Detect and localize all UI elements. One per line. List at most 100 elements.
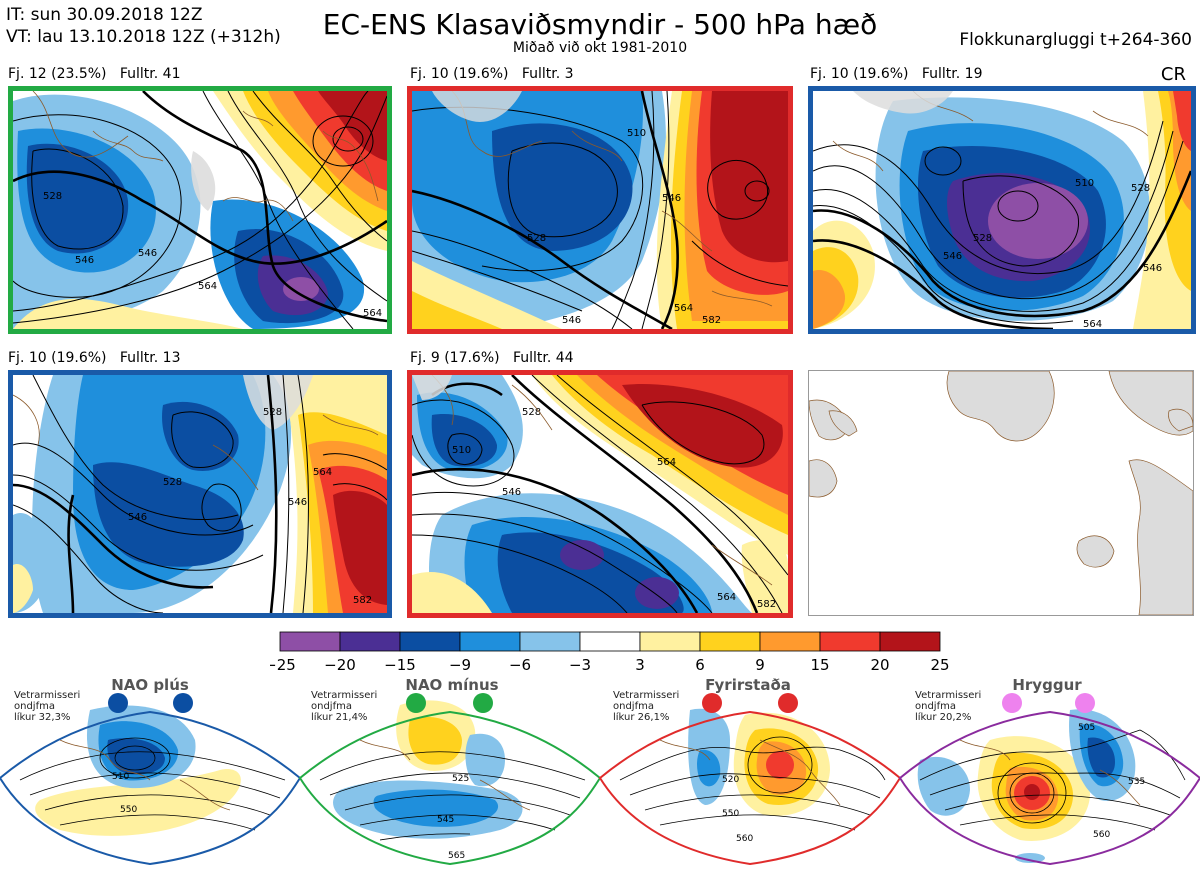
colorbar-tick-label: −15 <box>384 656 416 674</box>
window-label: Flokkunargluggi t+264-360 <box>959 30 1192 50</box>
clim-contour-label: 550 <box>722 809 739 819</box>
contour-label: 564 <box>363 308 382 319</box>
cluster-map-1: 528 546 546 564 564 <box>13 91 387 329</box>
cluster-panel-3: 510 528 546 546 564 528 <box>808 86 1196 334</box>
colorbar-tick-label: 3 <box>635 656 645 674</box>
page-title: EC-ENS Klasaviðsmyndir - 500 hPa hæð <box>322 8 878 41</box>
contour-label: 510 <box>452 445 471 456</box>
clim-title-ridge: Hryggur <box>1012 676 1082 694</box>
colorbar-cell <box>459 631 521 652</box>
clim-title-blocking: Fyrirstaða <box>705 676 791 694</box>
clim-contour-label: 545 <box>437 815 454 825</box>
panel-5-label: Fj. 9 (17.6%) Fulltr. 44 <box>410 350 574 366</box>
colorbar-cell <box>399 631 461 652</box>
colorbar-tick-label: −25 <box>270 656 296 674</box>
regime-dot-icon <box>108 693 128 713</box>
colorbar-cell <box>339 631 401 652</box>
panel-2-label: Fj. 10 (19.6%) Fulltr. 3 <box>410 66 574 82</box>
contour-label: 564 <box>313 467 332 478</box>
issue-time: IT: sun 30.09.2018 12Z <box>6 5 203 25</box>
page-subtitle: Miðað við okt 1981-2010 <box>512 40 688 56</box>
contour-label: 546 <box>128 512 147 523</box>
cluster-map-3: 510 528 546 546 564 528 <box>813 91 1191 329</box>
climatology-row: 510 550 525 545 565 520 550 560 505 535 … <box>0 693 1200 866</box>
contour-label: 528 <box>522 407 541 418</box>
colorbar-tick-label: 20 <box>870 656 889 674</box>
colorbar-cell <box>819 631 881 652</box>
colorbar-tick-label: −9 <box>449 656 471 674</box>
colorbar: −25 −20 −15 −9 −6 −3 3 6 9 15 20 25 <box>270 631 950 674</box>
colorbar-tick-label: 15 <box>810 656 829 674</box>
clim-contour-label: 550 <box>120 805 137 815</box>
colorbar-tick-label: −20 <box>324 656 356 674</box>
cluster-panel-2: 510 528 546 564 582 546 <box>407 86 793 334</box>
contour-label: 528 <box>43 191 62 202</box>
contour-label: 510 <box>1075 178 1094 189</box>
colorbar-cells <box>279 631 941 652</box>
contour-label: 564 <box>1083 319 1102 329</box>
clim-contour-label: 525 <box>452 774 469 784</box>
clim-note-nao-minus: Vetrarmisseri ondjfma líkur 21,4% <box>311 690 378 723</box>
panel-3-label: Fj. 10 (19.6%) Fulltr. 19 <box>810 66 983 82</box>
colorbar-tick-label: −3 <box>569 656 591 674</box>
regime-dot-icon <box>778 693 798 713</box>
colorbar-cell <box>759 631 821 652</box>
contour-label: 546 <box>288 497 307 508</box>
contour-label: 546 <box>943 251 962 262</box>
contour-label: 582 <box>757 599 776 610</box>
cluster-panel-4: 528 528 546 564 546 582 <box>8 370 392 618</box>
colorbar-tick-label: 9 <box>755 656 765 674</box>
contour-label: 510 <box>627 128 646 139</box>
reference-map-panel <box>808 370 1194 616</box>
contour-label: 564 <box>657 457 676 468</box>
colorbar-ticks: −25 −20 −15 −9 −6 −3 3 6 9 15 20 25 <box>270 656 950 674</box>
contour-label: 546 <box>138 248 157 259</box>
clim-contour-label: 560 <box>1093 830 1110 840</box>
contour-label: 528 <box>163 477 182 488</box>
clim-panel-nao-minus <box>298 700 602 866</box>
contour-label: 528 <box>973 233 992 244</box>
cluster-map-5: 528 510 546 564 564 582 <box>412 375 788 613</box>
corner-code: CR <box>1160 64 1186 85</box>
cluster-panel-1: 528 546 546 564 564 <box>8 86 392 334</box>
contour-label: 528 <box>1131 183 1150 194</box>
clim-note-nao-plus: Vetrarmisseri ondjfma líkur 32,3% <box>14 690 81 723</box>
colorbar-cell <box>579 631 641 652</box>
clim-contour-label: 565 <box>448 851 465 861</box>
colorbar-cell <box>519 631 581 652</box>
clim-contour-label: 505 <box>1078 723 1095 733</box>
clim-note-blocking: Vetrarmisseri ondjfma líkur 26,1% <box>613 690 680 723</box>
contour-label: 546 <box>562 315 581 326</box>
colorbar-cell <box>279 631 341 652</box>
clim-title-nao-plus: NAO plús <box>111 676 189 694</box>
contour-label: 546 <box>502 487 521 498</box>
cluster-map-4: 528 528 546 564 546 582 <box>13 375 387 613</box>
regime-dot-icon <box>1002 693 1022 713</box>
colorbar-tick-label: 25 <box>930 656 949 674</box>
clim-panel-nao-plus <box>0 705 302 866</box>
contour-label: 564 <box>198 281 217 292</box>
contour-label: 528 <box>527 233 546 244</box>
clim-note-ridge: Vetrarmisseri ondjfma líkur 20,2% <box>915 690 982 723</box>
valid-time: VT: lau 13.10.2018 12Z (+312h) <box>6 27 281 47</box>
clim-contour-label: 560 <box>736 834 753 844</box>
clim-contour-label: 535 <box>1128 777 1145 787</box>
contour-label: 546 <box>75 255 94 266</box>
reference-map <box>809 371 1193 615</box>
regime-dot-icon <box>173 693 193 713</box>
clim-panel-ridge <box>898 709 1200 866</box>
clim-title-nao-minus: NAO mínus <box>405 676 499 694</box>
colorbar-cell <box>639 631 701 652</box>
clim-contour-label: 510 <box>112 772 129 782</box>
panel-1-label: Fj. 12 (23.5%) Fulltr. 41 <box>8 66 181 82</box>
header-info: IT: sun 30.09.2018 12Z VT: lau 13.10.201… <box>6 4 281 48</box>
regime-dot-icon <box>473 693 493 713</box>
contour-label: 582 <box>353 595 372 606</box>
regime-dot-icon <box>406 693 426 713</box>
regime-dot-icon <box>702 693 722 713</box>
contour-label: 582 <box>702 315 721 326</box>
clim-panel-blocking <box>598 708 902 866</box>
contour-label: 528 <box>263 407 282 418</box>
cluster-map-2: 510 528 546 564 582 546 <box>412 91 788 329</box>
contour-label: 546 <box>1143 263 1162 274</box>
